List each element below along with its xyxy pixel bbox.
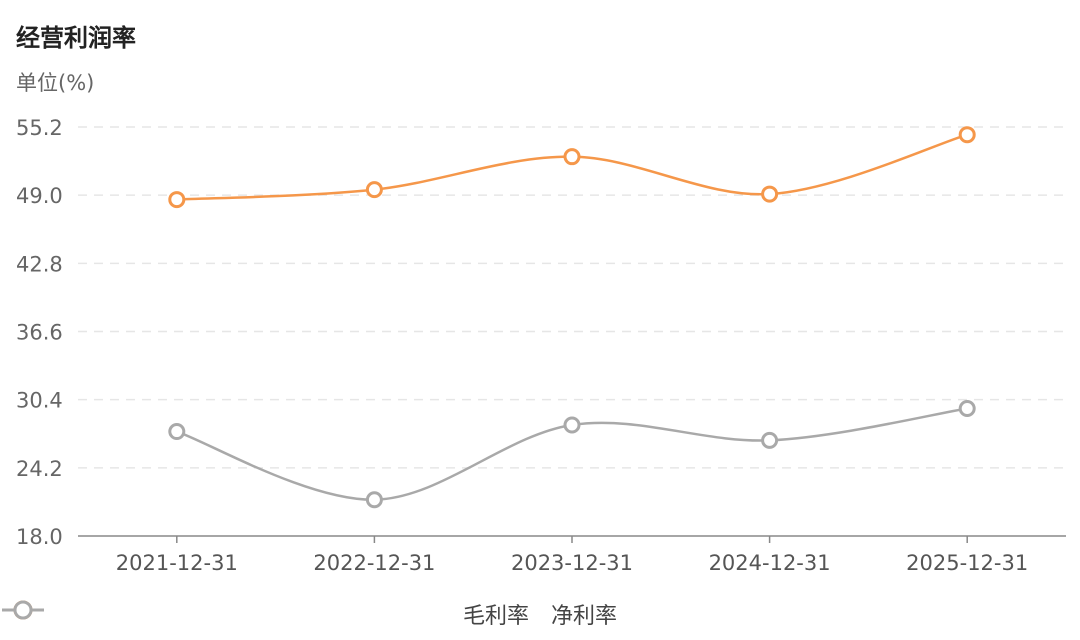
legend-swatch-net-icon [2, 600, 44, 620]
data-point-net-margin [168, 423, 186, 441]
y-tick-label: 55.2 [16, 116, 63, 140]
legend: 毛利率 净利率 [0, 598, 1080, 630]
legend-label-gross: 毛利率 [462, 604, 529, 629]
data-point-net-margin [958, 399, 976, 417]
data-point-net-margin [563, 416, 581, 434]
y-tick-label: 30.4 [16, 389, 63, 413]
x-tick-label: 2021-12-31 [116, 551, 238, 575]
x-tick-label: 2024-12-31 [709, 551, 831, 575]
y-tick-label: 18.0 [16, 525, 63, 549]
y-tick-label: 24.2 [16, 457, 63, 481]
y-tick-label: 42.8 [16, 252, 63, 276]
chart-title: 经营利润率 [16, 24, 136, 52]
legend-item-net-margin[interactable]: 净利率 [2, 598, 618, 630]
legend-label-net: 净利率 [551, 604, 618, 629]
legend-item-gross-margin[interactable]: 毛利率 [2, 598, 529, 630]
y-tick-label: 36.6 [16, 321, 63, 345]
series-line-gross-margin [176, 133, 968, 201]
data-point-gross-margin [958, 126, 976, 144]
data-point-gross-margin [761, 185, 779, 203]
data-point-net-margin [365, 491, 383, 509]
data-point-gross-margin [365, 181, 383, 199]
x-tick-label: 2025-12-31 [906, 551, 1028, 575]
data-point-gross-margin [563, 148, 581, 166]
x-tick-label: 2023-12-31 [511, 551, 633, 575]
y-tick-label: 49.0 [16, 184, 63, 208]
x-tick-label: 2022-12-31 [313, 551, 435, 575]
data-point-net-margin [761, 431, 779, 449]
data-point-gross-margin [168, 191, 186, 209]
y-axis-unit-label: 单位(%) [16, 71, 95, 95]
